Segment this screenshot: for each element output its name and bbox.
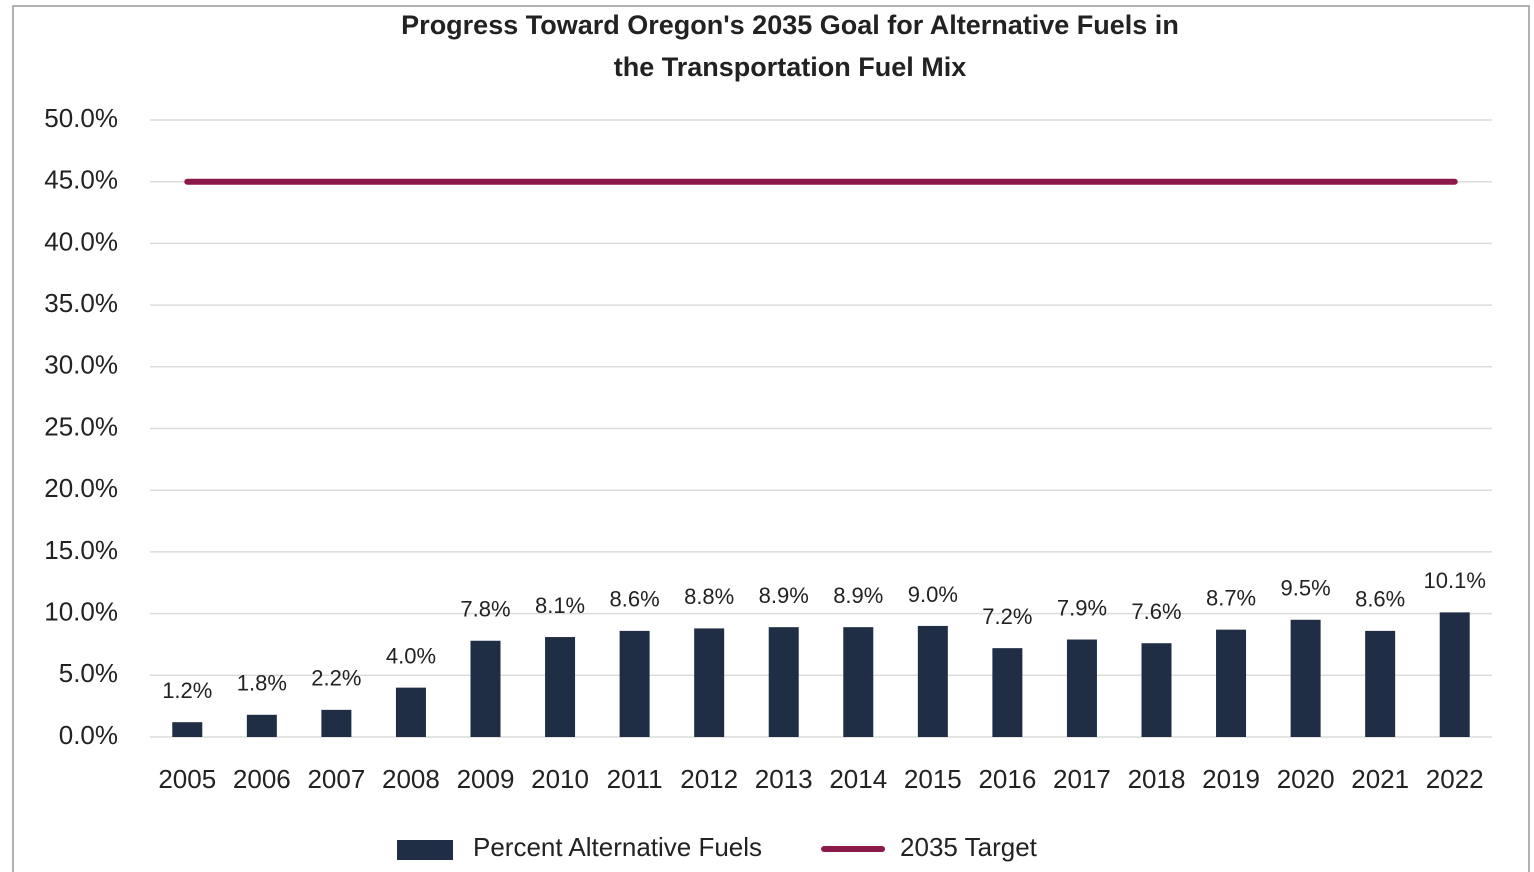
legend-swatch [397,840,453,860]
data-label: 1.2% [162,678,212,703]
x-tick-label: 2018 [1128,764,1186,794]
x-tick-label: 2010 [531,764,589,794]
data-label: 1.8% [237,671,287,696]
data-label: 7.6% [1131,599,1181,624]
bar [917,625,948,737]
x-tick-label: 2016 [978,764,1036,794]
bar [768,627,799,737]
x-tick-label: 2014 [829,764,887,794]
bar [545,637,576,737]
x-tick-label: 2012 [680,764,738,794]
y-tick-label: 25.0% [44,411,118,441]
data-label: 2.2% [311,666,361,691]
x-tick-label: 2015 [904,764,962,794]
bar [843,627,874,737]
data-label: 8.9% [759,583,809,608]
chart-frame [12,5,1530,872]
y-tick-label: 0.0% [59,720,118,750]
data-label: 7.8% [460,597,510,622]
x-tick-label: 2007 [307,764,365,794]
y-tick-label: 30.0% [44,350,118,380]
y-tick-label: 15.0% [44,535,118,565]
data-label: 7.2% [982,604,1032,629]
bar [1365,630,1396,737]
x-tick-label: 2022 [1426,764,1484,794]
x-tick-label: 2013 [755,764,813,794]
x-tick-label: 2011 [607,764,663,794]
x-tick-label: 2009 [457,764,515,794]
chart-title: Progress Toward Oregon's 2035 Goal for A… [401,10,1179,40]
y-tick-label: 40.0% [44,226,118,256]
data-label: 8.6% [1355,587,1405,612]
x-tick-label: 2005 [158,764,216,794]
y-tick-label: 20.0% [44,473,118,503]
chart-title: the Transportation Fuel Mix [614,52,967,82]
bar [172,722,203,737]
bar [619,630,650,737]
y-tick-label: 5.0% [59,658,118,688]
data-label: 10.1% [1424,568,1486,593]
y-tick-label: 35.0% [44,288,118,318]
data-label: 8.7% [1206,585,1256,610]
x-tick-label: 2008 [382,764,440,794]
data-label: 8.6% [610,587,660,612]
bar [1066,639,1097,737]
legend-label: Percent Alternative Fuels [473,832,762,862]
bar [1290,619,1321,737]
bar [1141,643,1172,737]
x-tick-label: 2021 [1351,764,1409,794]
data-label: 9.0% [908,582,958,607]
bar [470,640,501,737]
y-tick-label: 10.0% [44,596,118,626]
bar [321,709,352,737]
x-tick-label: 2006 [233,764,291,794]
bar [1439,612,1470,737]
y-tick-label: 45.0% [44,165,118,195]
data-label: 4.0% [386,643,436,668]
x-tick-label: 2019 [1202,764,1260,794]
bar [246,714,277,737]
x-tick-label: 2020 [1277,764,1335,794]
legend-label: 2035 Target [900,832,1038,862]
data-label: 7.9% [1057,595,1107,620]
bar [992,648,1023,737]
data-label: 9.5% [1281,576,1331,601]
data-label: 8.9% [833,583,883,608]
bar [1216,629,1247,737]
bar [395,687,426,737]
bar [694,628,725,737]
data-label: 8.8% [684,584,734,609]
y-tick-label: 50.0% [44,103,118,133]
data-label: 8.1% [535,593,585,618]
x-tick-label: 2017 [1053,764,1111,794]
